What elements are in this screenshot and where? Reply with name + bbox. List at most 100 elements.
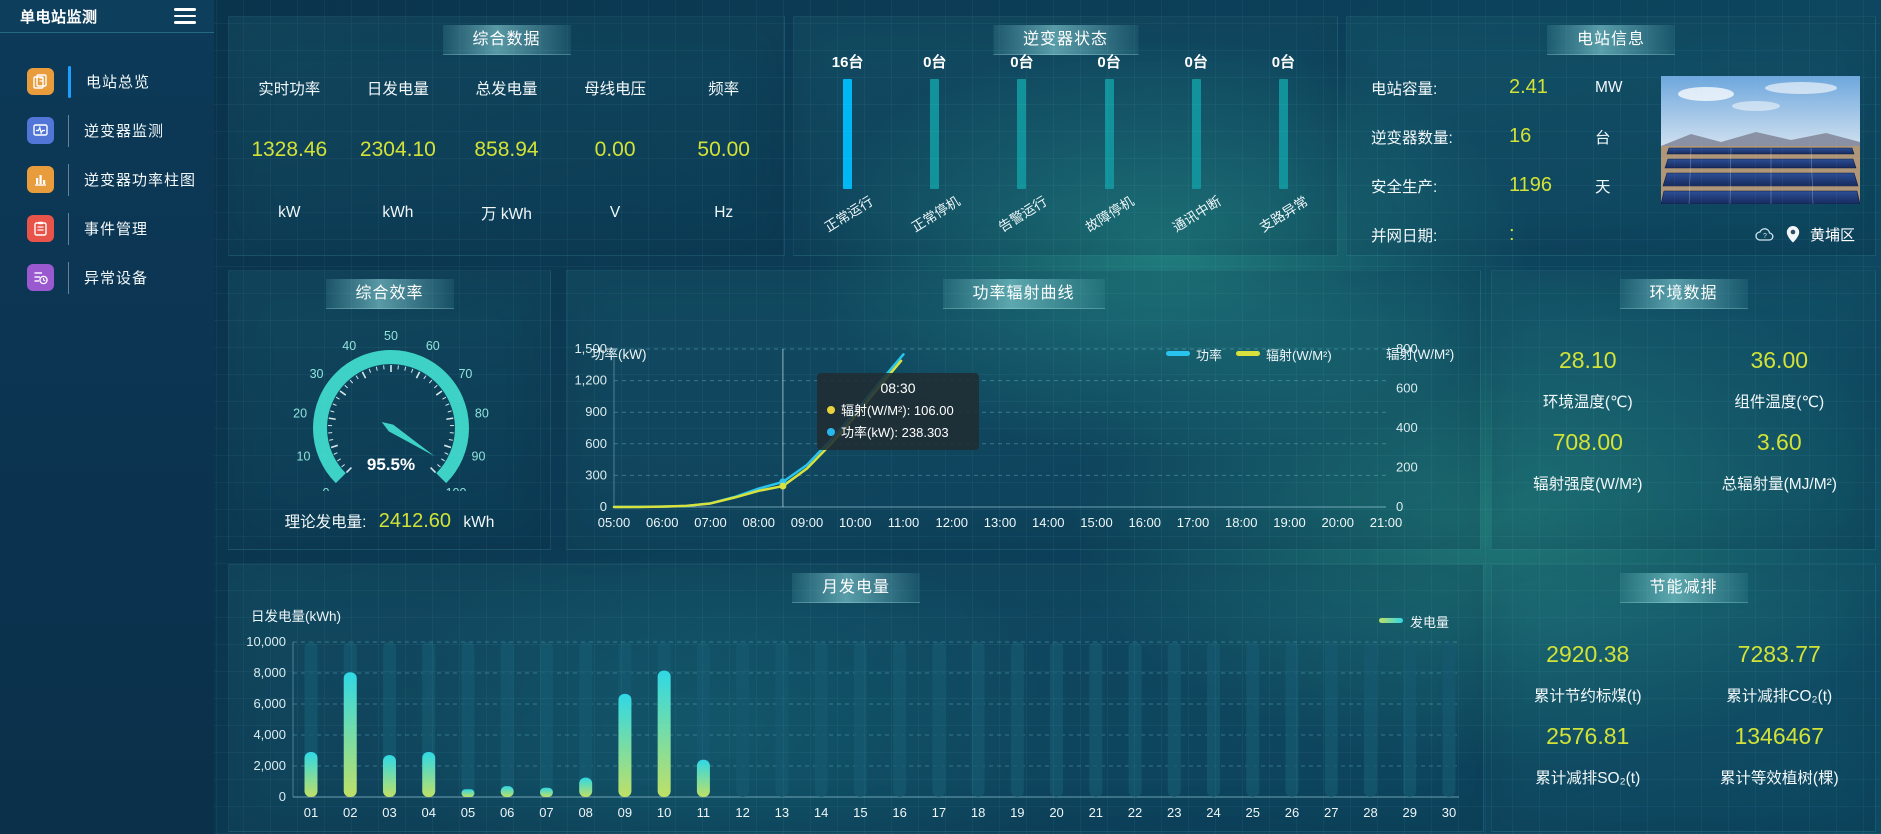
sidebar-item-label: 事件管理 <box>84 221 149 238</box>
inverter-status-column: 0台 通讯中断 <box>1161 51 1231 255</box>
location-pin-icon[interactable] <box>1786 226 1800 243</box>
tooltip-row-text: 辐射(W/M²): 106.00 <box>841 403 954 418</box>
overview-metric: 母线电压 0.00 V <box>561 59 670 243</box>
bar-track <box>1010 642 1024 797</box>
saving-metric: 2576.81 累计减排SO₂(t) <box>1492 711 1684 793</box>
legend-item[interactable]: 辐射(W/M²) <box>1236 348 1332 363</box>
svg-text:30: 30 <box>1442 805 1456 820</box>
station-info-label: 安全生产: <box>1371 178 1438 196</box>
sidebar-item-5[interactable]: 异常设备 <box>0 253 214 302</box>
svg-text:11:00: 11:00 <box>888 515 920 530</box>
svg-text:05: 05 <box>461 805 475 820</box>
menu-item-separator <box>68 114 69 147</box>
inverter-status-column: 16台 正常运行 <box>813 51 883 255</box>
book-icon <box>27 68 54 95</box>
environment-label: 辐射强度(W/M²) <box>1533 476 1643 493</box>
legend-item[interactable]: 功率 <box>1166 348 1222 363</box>
svg-text:0: 0 <box>1396 499 1403 514</box>
svg-text:20:00: 20:00 <box>1321 515 1354 530</box>
panel-environment-title: 环境数据 <box>1619 279 1748 309</box>
inverter-count: 0台 <box>1097 54 1121 71</box>
bar-track <box>893 642 907 797</box>
panel-inverter-status-title: 逆变器状态 <box>992 25 1139 55</box>
svg-text:17:00: 17:00 <box>1177 515 1210 530</box>
station-info-unit: 天 <box>1595 178 1611 196</box>
saving-metrics: 2920.38 累计节约标煤(t) 7283.77 累计减排CO₂(t) 2576.81… <box>1492 629 1875 793</box>
environment-metric: 3.60 总辐射量(MJ/M²) <box>1684 417 1876 499</box>
bar-track <box>1403 642 1417 797</box>
svg-text:16:00: 16:00 <box>1128 515 1161 530</box>
svg-text:辐射(W/M²): 辐射(W/M²) <box>1266 348 1332 363</box>
sidebar-item-3[interactable]: 逆变器功率柱图 <box>0 155 214 204</box>
sidebar-item-2[interactable]: 逆变器监测 <box>0 106 214 155</box>
svg-text:08:00: 08:00 <box>742 515 775 530</box>
station-location: 黄埔区 <box>1809 227 1855 244</box>
metric-label: 日发电量 <box>366 81 429 98</box>
environment-value: 708.00 <box>1552 429 1623 455</box>
svg-text:20: 20 <box>293 407 307 421</box>
station-info-unit: MW <box>1595 78 1623 96</box>
svg-text:30: 30 <box>310 367 324 381</box>
svg-text:600: 600 <box>585 436 607 451</box>
svg-text:15: 15 <box>853 805 867 820</box>
metric-label: 母线电压 <box>584 81 647 98</box>
sidebar-item-label: 逆变器功率柱图 <box>84 172 197 189</box>
svg-text:18:00: 18:00 <box>1225 515 1258 530</box>
panel-power-curve: 功率辐射曲线 功率(kW) 辐射(W/M²) 功率 辐射(W/M²) 1,500 1,20… <box>566 270 1481 550</box>
svg-text:07:00: 07:00 <box>694 515 727 530</box>
tooltip-row: 辐射(W/M²): 106.00 <box>827 400 969 419</box>
svg-text:20: 20 <box>1049 805 1063 820</box>
metric-unit: Hz <box>714 204 734 221</box>
saving-label: 累计减排CO₂(t) <box>1726 688 1833 705</box>
legend-item[interactable]: 发电量 <box>1379 615 1449 630</box>
svg-text:13:00: 13:00 <box>984 515 1017 530</box>
environment-value: 3.60 <box>1756 429 1802 455</box>
theoretical-energy: 理论发电量: 2412.60 kWh <box>229 510 550 533</box>
svg-text:04: 04 <box>421 805 435 820</box>
bar-day-11 <box>696 759 710 797</box>
svg-text:2,000: 2,000 <box>253 758 286 773</box>
bar-track <box>1128 642 1142 797</box>
svg-text:100: 100 <box>446 486 467 491</box>
svg-text:70: 70 <box>458 367 472 381</box>
svg-text:发电量: 发电量 <box>1410 615 1449 630</box>
metric-unit: V <box>609 204 621 221</box>
svg-text:300: 300 <box>585 467 607 482</box>
station-info-value: 1196 <box>1509 174 1553 196</box>
monthly-energy-chart[interactable]: 日发电量(kWh) 发电量 10,000 8,000 6,000 4,000 2,000 0 0… <box>229 565 1485 833</box>
bar-track <box>1089 642 1103 797</box>
efficiency-gauge: 0 10 20 30 40 50 60 70 80 90 100 95.5% <box>293 329 489 491</box>
svg-text:06: 06 <box>500 805 514 820</box>
svg-text:10:00: 10:00 <box>839 515 872 530</box>
svg-text:60: 60 <box>426 339 440 353</box>
bar-day-06 <box>500 786 514 797</box>
theoretical-energy-value: 2412.60 <box>378 510 452 532</box>
weather-cloud-icon[interactable]: ? <box>1754 227 1776 242</box>
svg-text:90: 90 <box>472 449 486 463</box>
environment-value: 36.00 <box>1750 347 1809 373</box>
panel-saving-title: 节能减排 <box>1619 573 1748 603</box>
sidebar-item-4[interactable]: 事件管理 <box>0 204 214 253</box>
hamburger-menu-icon[interactable] <box>174 4 196 28</box>
bar-day-04 <box>422 752 436 797</box>
sidebar-item-1[interactable]: 电站总览 <box>0 57 214 106</box>
svg-text:06:00: 06:00 <box>646 515 679 530</box>
svg-text:10: 10 <box>297 449 311 463</box>
sidebar-item-label: 电站总览 <box>86 74 151 91</box>
svg-text:11: 11 <box>697 805 711 820</box>
panel-inverter-status: 逆变器状态 16台 正常运行 0台 正常停机 0台 告警运行 0台 故障停机 0台 通讯中断 0台支… <box>793 16 1338 256</box>
clipboard-icon <box>27 215 54 242</box>
bar-day-07 <box>539 787 553 797</box>
bar-track <box>500 642 514 797</box>
svg-text:12:00: 12:00 <box>935 515 968 530</box>
power-radiation-chart[interactable]: 功率(kW) 辐射(W/M²) 功率 辐射(W/M²) 1,500 1,200 900 600… <box>567 271 1482 551</box>
monitor-pulse-icon <box>27 117 54 144</box>
svg-text:28: 28 <box>1363 805 1377 820</box>
bar-track <box>853 642 867 797</box>
panel-overview-title: 综合数据 <box>442 25 571 55</box>
inverter-status-bars: 16台 正常运行 0台 正常停机 0台 告警运行 0台 故障停机 0台 通讯中断 0台 支路异常 <box>804 51 1327 255</box>
metric-value: 50.00 <box>697 138 750 161</box>
bar-track <box>1324 642 1338 797</box>
svg-text:02: 02 <box>343 805 357 820</box>
saving-value: 2576.81 <box>1546 723 1630 749</box>
